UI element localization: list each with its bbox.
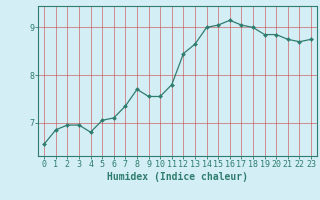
X-axis label: Humidex (Indice chaleur): Humidex (Indice chaleur) — [107, 172, 248, 182]
